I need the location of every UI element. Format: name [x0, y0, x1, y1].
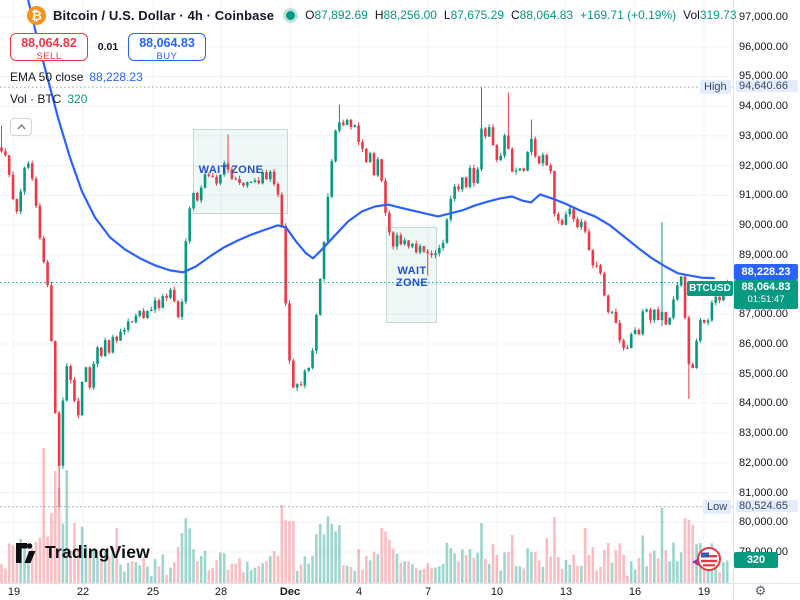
price-tick-label: 81,000.00 — [739, 486, 788, 499]
price-tick-label: 93,000.00 — [739, 129, 788, 142]
price-tick-label: 91,000.00 — [739, 189, 788, 202]
ema-label: EMA 50 close — [10, 70, 84, 84]
price-tick-label: 94,000.00 — [739, 100, 788, 113]
axis-divider-vertical — [733, 0, 734, 600]
time-tick-label: 4 — [355, 586, 363, 598]
high-price-badge: 94,640.66 — [736, 80, 798, 93]
symbol-title[interactable]: Bitcoin / U.S. Dollar · 4h · Coinbase — [53, 7, 275, 23]
market-status-icon[interactable] — [286, 10, 296, 20]
price-tick-label: 90,000.00 — [739, 219, 788, 232]
volume-label: Vol — [683, 8, 700, 22]
time-tick-label: 13 — [559, 586, 573, 598]
ema-axis-badge: 88,228.23 — [734, 263, 798, 280]
time-axis[interactable]: 19 22 25 28 Dec 4 7 10 13 16 19 — [0, 584, 733, 600]
spread-value: 0.01 — [97, 41, 119, 53]
legend: ₿ Bitcoin / U.S. Dollar · 4h · Coinbase … — [10, 0, 737, 136]
trade-buttons: 88,064.82 SELL 0.01 88,064.83 BUY — [10, 33, 737, 61]
ema-indicator-row[interactable]: EMA 50 close 88,228.23 — [10, 70, 737, 87]
time-tick-label: 19 — [7, 586, 21, 598]
time-tick-label: 28 — [214, 586, 228, 598]
low-value: 87,675.29 — [450, 8, 504, 22]
sell-button[interactable]: 88,064.82 SELL — [10, 33, 88, 61]
gear-icon[interactable]: ⚙ — [754, 583, 767, 598]
tradingview-logo-text: TradingView — [45, 542, 150, 562]
volume-indicator-row[interactable]: Vol · BTC 320 — [10, 92, 737, 109]
wait-zone-box — [193, 129, 288, 214]
time-tick-label: 7 — [424, 586, 432, 598]
price-tick-label: 83,000.00 — [739, 427, 788, 440]
close-label: C — [511, 8, 520, 22]
wait-zone-label: WAIT ZONE — [395, 265, 429, 289]
open-label: O — [305, 8, 315, 22]
tradingview-logo-icon — [16, 542, 36, 563]
buy-button[interactable]: 88,064.83 BUY — [128, 33, 206, 61]
price-tick-label: 97,000.00 — [739, 11, 788, 23]
time-tick-label: Dec — [279, 586, 301, 598]
ema-value: 88,228.23 — [89, 70, 143, 84]
ohlc-values: O87,892.69 H88,256.00 L87,675.29 C88,064… — [305, 8, 736, 22]
price-tick-label: 89,000.00 — [739, 248, 788, 261]
price-tick-label: 96,000.00 — [739, 40, 788, 53]
time-tick-label: 16 — [628, 586, 642, 598]
price-tick-label: 87,000.00 — [739, 308, 788, 321]
symbol-price-label: BTCUSD — [687, 280, 733, 296]
price-tick-label: 84,000.00 — [739, 397, 788, 410]
high-label: H — [374, 8, 384, 22]
axis-divider-horizontal — [0, 583, 800, 584]
time-tick-label: 25 — [146, 586, 160, 598]
us-flag-icon — [701, 552, 717, 567]
open-value: 87,892.69 — [314, 8, 368, 22]
symbol-row[interactable]: ₿ Bitcoin / U.S. Dollar · 4h · Coinbase … — [10, 0, 737, 30]
bitcoin-icon: ₿ — [27, 5, 46, 25]
vol-btc-value: 320 — [67, 92, 88, 106]
bar-countdown: 01:51:47 — [747, 293, 785, 305]
price-axis[interactable]: 94,640.66 80,524.65 88,228.23 88,064.83 … — [734, 0, 800, 583]
tradingview-logo[interactable]: TradingView — [16, 542, 150, 563]
low-label: L — [443, 8, 451, 22]
price-tick-label: 86,000.00 — [739, 337, 788, 350]
low-chip: Low — [703, 499, 732, 514]
time-tick-label: 10 — [490, 586, 504, 598]
collapse-legend-button[interactable] — [10, 118, 32, 136]
time-tick-label: 22 — [76, 586, 90, 598]
price-tick-label: 85,000.00 — [739, 367, 788, 380]
economic-event-icon[interactable] — [690, 546, 722, 574]
vol-btc-label: Vol · BTC — [10, 92, 62, 106]
high-chip: High — [700, 80, 731, 95]
price-tick-label: 80,000.00 — [739, 516, 788, 529]
time-tick-label: 19 — [697, 586, 711, 598]
volume-axis-badge: 320 — [734, 552, 778, 568]
price-tick-label: 95,000.00 — [739, 70, 788, 83]
close-value: 88,064.83 — [519, 8, 574, 22]
price-tick-label: 92,000.00 — [739, 159, 788, 172]
wait-zone-box — [386, 227, 437, 323]
chevron-up-icon — [16, 124, 26, 130]
high-value: 88,256.00 — [383, 8, 437, 22]
volume-value: 319.73 — [699, 8, 737, 22]
low-price-badge: 80,524.65 — [736, 499, 798, 512]
change-value: +169.71 (+0.19%) — [580, 8, 677, 22]
price-tick-label: 82,000.00 — [739, 456, 788, 469]
chart-canvas[interactable] — [0, 0, 733, 583]
wait-zone-label: WAIT ZONE — [198, 164, 264, 176]
last-price-badge: 88,064.83 01:51:47 — [734, 279, 798, 309]
